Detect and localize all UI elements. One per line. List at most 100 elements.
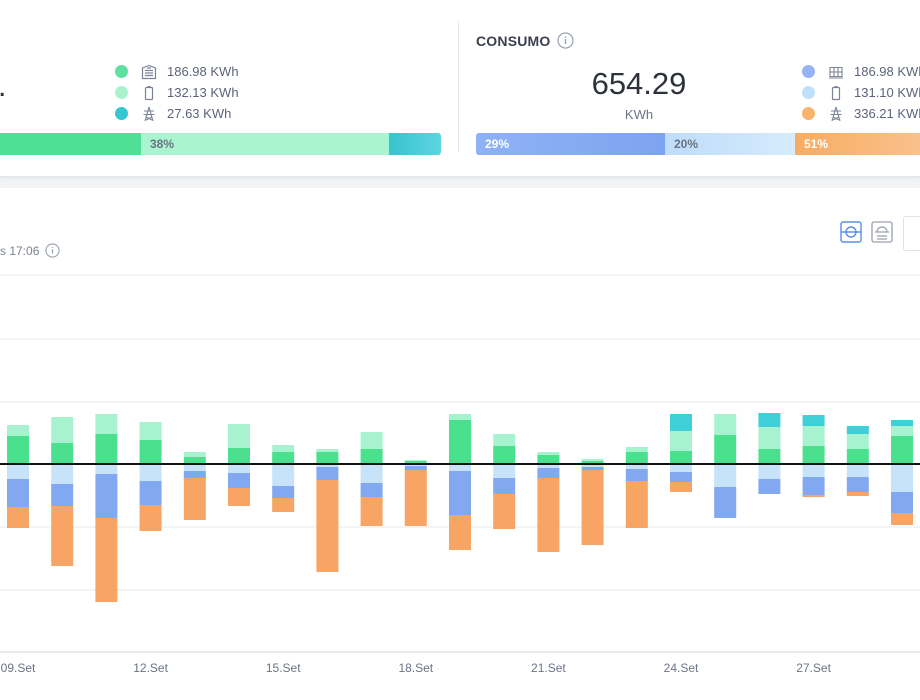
consumption-bar-segment bbox=[183, 478, 206, 520]
consumption-bar-segment bbox=[625, 481, 648, 528]
consumption-bar-segment bbox=[95, 518, 118, 602]
production-legend-value: 186.98 KWh bbox=[167, 64, 239, 79]
production-bar-segment bbox=[891, 436, 913, 464]
x-tick-label: 21.Set bbox=[531, 661, 566, 675]
building-icon bbox=[141, 64, 157, 79]
power-tower-icon bbox=[143, 106, 155, 121]
production-bar-segment bbox=[316, 452, 339, 464]
consumption-legend-row-grid: 186.98 KWh bbox=[802, 61, 920, 82]
production-bar-segment bbox=[846, 449, 869, 464]
split-view-icon[interactable] bbox=[871, 221, 893, 243]
consumption-bar-segment bbox=[449, 464, 471, 471]
production-bar-segment bbox=[758, 427, 781, 449]
consumption-bar-segment bbox=[714, 464, 737, 487]
x-tick-label: 12.Set bbox=[133, 661, 168, 675]
production-bar-segment bbox=[802, 446, 825, 464]
consumption-bar-segment bbox=[714, 487, 737, 518]
battery-icon bbox=[831, 85, 841, 100]
consumption-bar-segment bbox=[537, 464, 560, 468]
production-bar-segment bbox=[846, 434, 869, 449]
consumption-bar-segment bbox=[228, 473, 250, 488]
consumption-bar-segment bbox=[7, 479, 29, 507]
legend-swatch bbox=[115, 107, 128, 120]
production-bar-segment bbox=[360, 432, 383, 449]
production-bar-segment bbox=[228, 448, 250, 464]
consumption-bar-segment bbox=[139, 481, 162, 505]
consumption-bar-segment bbox=[802, 495, 825, 497]
production-bar-segment bbox=[272, 445, 295, 452]
consumption-bar-segment bbox=[316, 464, 339, 467]
production-bar-segment bbox=[493, 434, 516, 446]
consumption-bar-segment bbox=[316, 480, 339, 572]
production-bar-segment bbox=[846, 426, 869, 434]
production-bar-segment bbox=[228, 424, 250, 448]
production-bar-segment bbox=[139, 422, 162, 440]
info-icon[interactable] bbox=[557, 32, 574, 49]
consumption-bar-segment bbox=[139, 464, 162, 481]
production-bar-segment bbox=[537, 455, 560, 464]
consumption-bar-segment bbox=[891, 464, 913, 492]
production-bar-segment bbox=[625, 447, 648, 452]
production-bar-segment bbox=[625, 452, 648, 464]
consumption-bar-segment bbox=[758, 479, 781, 494]
legend-swatch bbox=[802, 86, 815, 99]
production-legend-value: 27.63 KWh bbox=[167, 106, 232, 121]
consumption-bar-segment bbox=[670, 472, 692, 482]
legend-swatch bbox=[802, 107, 815, 120]
production-bar-segment bbox=[670, 451, 692, 464]
consumption-share-label: 20% bbox=[674, 137, 699, 151]
consumption-legend-row-tower: 336.21 KWh bbox=[802, 103, 920, 124]
x-tick-label: 09.Set bbox=[1, 661, 36, 675]
production-bar-segment bbox=[493, 446, 516, 464]
consumption-bar-segment bbox=[581, 467, 604, 470]
production-bar-segment bbox=[758, 449, 781, 464]
period-selector[interactable] bbox=[903, 216, 920, 251]
production-share-label: 38% bbox=[150, 137, 175, 151]
production-share-segment-2: 38% bbox=[141, 133, 389, 155]
zoom-center-icon[interactable] bbox=[840, 221, 862, 243]
consumption-bar-segment bbox=[228, 464, 250, 473]
production-legend-value: 132.13 KWh bbox=[167, 85, 239, 100]
production-value-fragment: . bbox=[0, 70, 6, 104]
consumption-bar-segment bbox=[404, 470, 427, 526]
x-tick-label: 18.Set bbox=[398, 661, 433, 675]
consumption-bar-segment bbox=[95, 474, 118, 518]
consumption-bar-segment bbox=[51, 484, 74, 506]
x-tick-label: 27.Set bbox=[796, 661, 831, 675]
consumption-bar-segment bbox=[670, 464, 692, 472]
summary-divider bbox=[458, 22, 459, 152]
info-icon[interactable] bbox=[45, 243, 60, 258]
consumption-bar-segment bbox=[183, 464, 206, 471]
consumption-bar-segment bbox=[758, 464, 781, 479]
production-legend-row-battery: 132.13 KWh bbox=[115, 82, 239, 103]
consumption-total-unit: KWh bbox=[624, 107, 654, 122]
production-share-bar: 38% bbox=[0, 133, 441, 155]
legend-swatch bbox=[802, 65, 815, 78]
production-bar-segment bbox=[449, 414, 471, 420]
production-legend-row-grid: 27.63 KWh bbox=[115, 103, 231, 124]
consumption-bar-segment bbox=[360, 483, 383, 497]
battery-icon bbox=[144, 85, 154, 100]
consumption-bar-segment bbox=[493, 478, 516, 494]
x-tick-label: 24.Set bbox=[664, 661, 699, 675]
consumption-bar-segment bbox=[891, 513, 913, 525]
legend-swatch bbox=[115, 65, 128, 78]
consumption-bar-segment bbox=[846, 477, 869, 492]
consumption-bar-segment bbox=[581, 464, 604, 467]
production-bar-segment bbox=[183, 452, 206, 457]
consumption-bar-segment bbox=[360, 464, 383, 483]
consumption-bar-segment bbox=[272, 464, 295, 486]
consumption-bar-segment bbox=[846, 464, 869, 477]
consumption-bar-segment bbox=[7, 464, 29, 479]
consumption-title: CONSUMO bbox=[476, 33, 551, 49]
consumption-total-value: 654.29 bbox=[591, 66, 687, 101]
consumption-legend-value: 336.21 KWh bbox=[854, 106, 920, 121]
consumption-bar-segment bbox=[625, 464, 648, 469]
consumption-bar-segment bbox=[316, 467, 339, 480]
production-bar-segment bbox=[7, 436, 29, 464]
consumption-bar-segment bbox=[51, 506, 74, 566]
consumption-legend-value: 186.98 KWh bbox=[854, 64, 920, 79]
production-bar-segment bbox=[183, 457, 206, 464]
production-share-segment-3 bbox=[389, 133, 441, 155]
